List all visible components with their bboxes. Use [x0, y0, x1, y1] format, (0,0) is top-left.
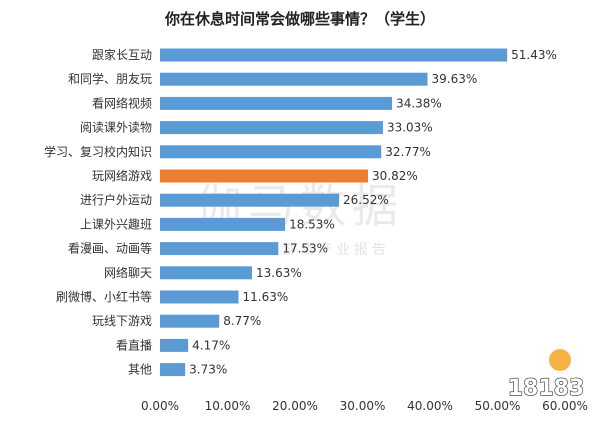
- data-label: 26.52%: [343, 193, 389, 207]
- bar: [160, 193, 340, 207]
- category-label: 看直播: [116, 338, 152, 352]
- category-label: 其他: [128, 363, 152, 377]
- data-label: 8.77%: [223, 314, 261, 328]
- category-label: 玩线下游戏: [92, 314, 152, 328]
- data-label: 17.53%: [282, 242, 328, 256]
- data-label: 51.43%: [511, 48, 557, 62]
- category-label: 上课外兴趣班: [80, 216, 152, 231]
- bar: [160, 266, 253, 280]
- x-tick-label: 30.00%: [340, 399, 386, 413]
- bar: [160, 363, 186, 377]
- category-label: 进行户外运动: [80, 192, 152, 207]
- bar: [160, 145, 382, 159]
- bar: [160, 121, 383, 135]
- x-tick-label: 50.00%: [475, 399, 521, 413]
- bar: [160, 72, 428, 86]
- bar: [160, 169, 369, 183]
- x-tick-label: 40.00%: [407, 399, 453, 413]
- bar: [160, 338, 189, 352]
- data-label: 33.03%: [387, 121, 433, 135]
- x-tick-label: 20.00%: [272, 399, 318, 413]
- bar: [160, 96, 393, 110]
- data-label: 32.77%: [385, 145, 431, 159]
- bars-group: 跟家长互动 51.43% 和同学、朋友玩 39.63% 看网络视频 34.38% 阅读课外读…: [44, 47, 557, 377]
- category-label: 刷微博、小红书等: [56, 289, 152, 304]
- data-label: 11.63%: [243, 290, 289, 304]
- bar: [160, 314, 220, 328]
- x-tick-label: 60.00%: [542, 399, 588, 413]
- category-label: 和同学、朋友玩: [68, 71, 152, 86]
- category-label: 看网络视频: [92, 95, 152, 110]
- category-label: 看漫画、动画等: [68, 242, 152, 256]
- data-label: 4.17%: [192, 338, 230, 352]
- data-label: 30.82%: [372, 169, 418, 183]
- data-label: 34.38%: [396, 96, 442, 110]
- data-label: 13.63%: [256, 266, 302, 280]
- x-axis: 0.00% 10.00% 20.00% 30.00% 40.00% 50.00% 60.00…: [141, 399, 588, 413]
- data-label: 18.53%: [289, 217, 335, 231]
- bar: [160, 217, 286, 231]
- bar: [160, 290, 239, 304]
- logo-text: 18183: [508, 376, 585, 401]
- logo-sun-icon: [549, 349, 571, 371]
- data-label: 3.73%: [189, 363, 227, 377]
- category-label: 学习、复习校内知识: [44, 144, 152, 159]
- chart-title: 你在休息时间常会做哪些事情？（学生）: [164, 10, 435, 28]
- bar: [160, 48, 508, 62]
- category-label: 网络聊天: [104, 265, 152, 280]
- category-label: 玩网络游戏: [92, 168, 152, 183]
- logo-18183: 18183: [507, 349, 585, 402]
- category-label: 跟家长互动: [92, 47, 152, 62]
- bar: [160, 242, 279, 256]
- data-label: 39.63%: [432, 72, 478, 86]
- x-tick-label: 0.00%: [141, 399, 179, 413]
- x-tick-label: 10.00%: [205, 399, 251, 413]
- category-label: 阅读课外读物: [80, 121, 152, 135]
